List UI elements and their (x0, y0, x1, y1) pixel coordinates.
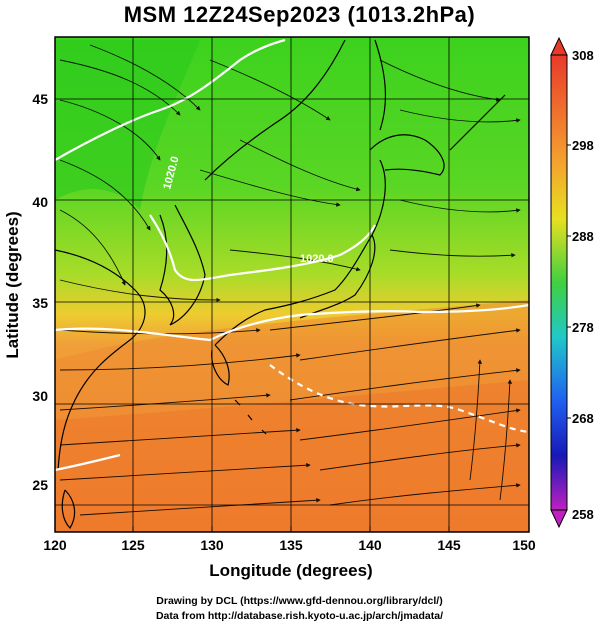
colorbar-label: 288 (572, 229, 594, 244)
streamlines (59, 44, 521, 516)
grid (55, 37, 529, 532)
chart-title: MSM 12Z24Sep2023 (1013.2hPa) (123, 2, 476, 27)
colorbar: 308 298 288 278 268 258 (550, 36, 594, 529)
credit-drawing: Drawing by DCL (https://www.gfd-dennou.o… (156, 595, 443, 607)
x-tick-label: 130 (200, 537, 224, 553)
map-frame (54, 36, 530, 533)
contour-label: 1020.0 (300, 253, 334, 265)
coastlines (55, 39, 506, 529)
colorbar-label: 268 (572, 411, 594, 426)
colorbar-label: 278 (572, 320, 594, 335)
x-tick-label: 145 (437, 537, 461, 553)
x-tick-label: 140 (358, 537, 382, 553)
colorbar-label: 298 (572, 138, 594, 153)
x-ticks (54, 526, 530, 532)
y-tick-label: 40 (32, 194, 48, 210)
x-tick-label: 125 (121, 537, 145, 553)
colorbar-label: 258 (572, 507, 594, 522)
y-tick-label: 35 (32, 295, 48, 311)
isobars (55, 38, 529, 472)
x-axis-label: Longitude (degrees) (209, 561, 372, 580)
credit-data: Data from http://database.rish.kyoto-u.a… (155, 610, 444, 622)
colorbar-label: 308 (572, 48, 594, 63)
y-tick-label: 45 (32, 91, 48, 107)
x-tick-label: 150 (512, 537, 536, 553)
x-tick-label: 135 (279, 537, 303, 553)
y-axis-label: Latitude (degrees) (3, 211, 22, 358)
y-tick-label: 30 (32, 388, 48, 404)
y-tick-label: 25 (32, 477, 48, 493)
x-tick-label: 120 (43, 537, 67, 553)
map-area: 1020.0 1020.0 (55, 37, 529, 532)
